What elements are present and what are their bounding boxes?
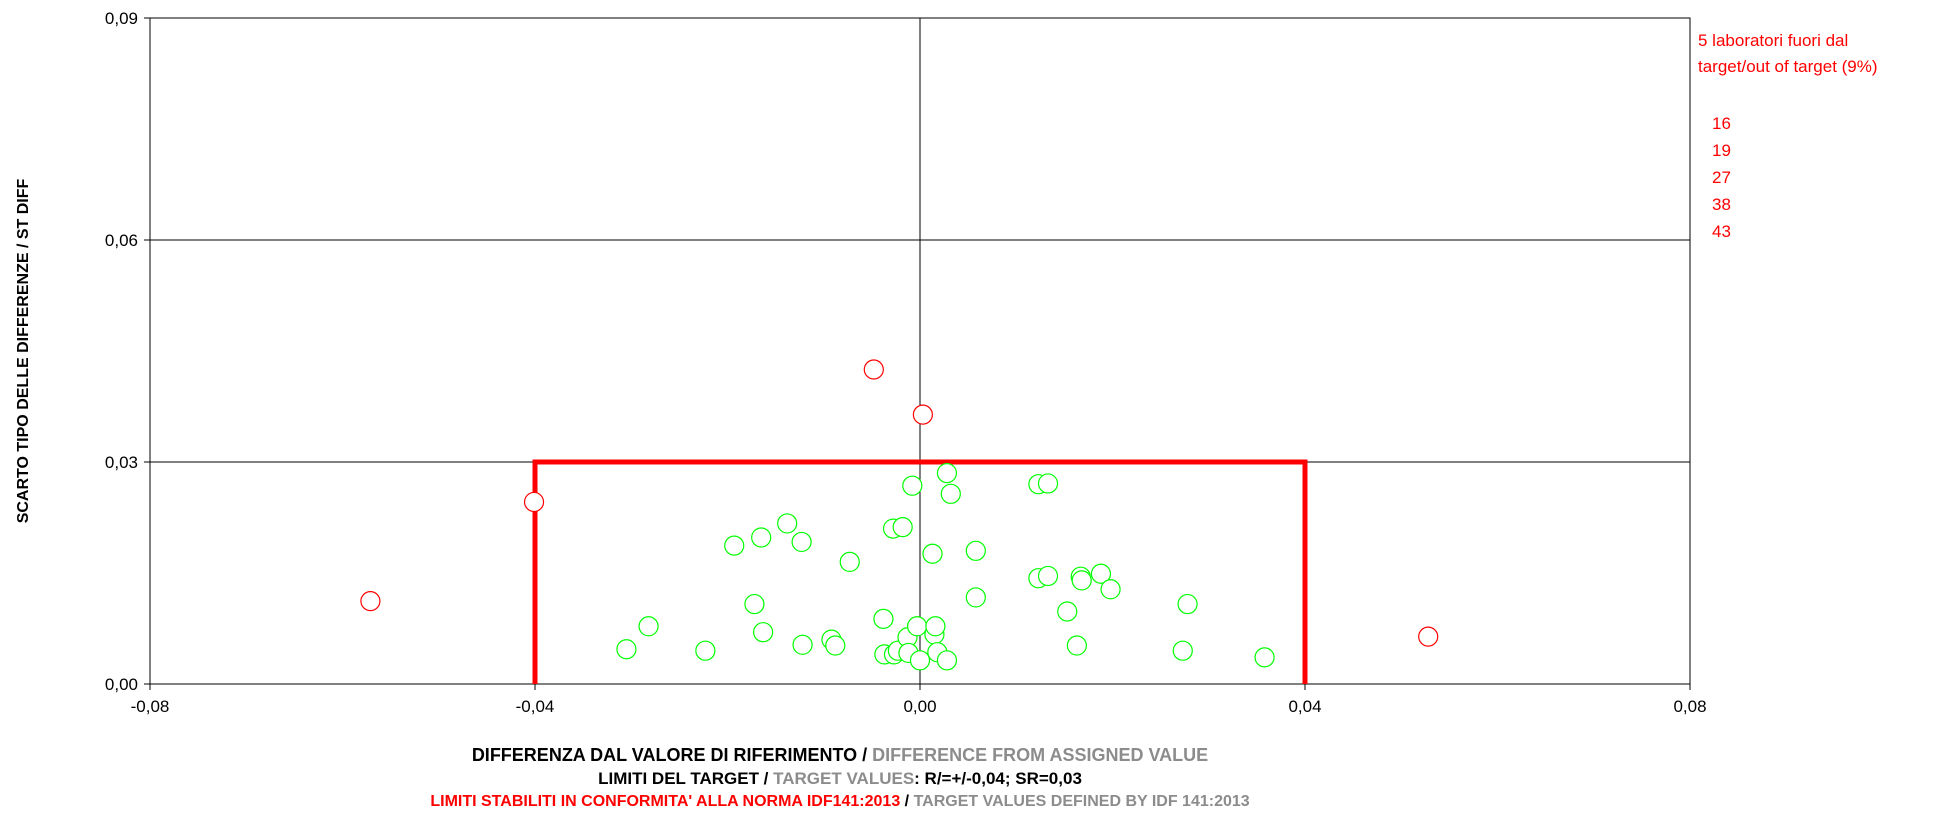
out-of-target-lab-id: 16 bbox=[1712, 114, 1731, 133]
out-of-target-point bbox=[360, 591, 381, 612]
out-of-target-point bbox=[863, 359, 884, 380]
in-target-point bbox=[751, 527, 772, 548]
target-limits-values: : R/=+/-0,04; SR=0,03 bbox=[914, 769, 1082, 788]
out-of-target-lab-id: 38 bbox=[1712, 195, 1731, 214]
y-tick-label: 0,06 bbox=[105, 231, 138, 250]
out-of-target-point bbox=[523, 491, 545, 513]
y-tick-label: 0,03 bbox=[105, 453, 138, 472]
in-target-point bbox=[777, 513, 798, 534]
in-target-point bbox=[902, 475, 923, 496]
target-limits-it: LIMITI DEL TARGET / bbox=[598, 769, 774, 788]
norm-caption-it: LIMITI STABILITI IN CONFORMITA' ALLA NOR… bbox=[430, 793, 901, 810]
in-target-point bbox=[925, 616, 946, 637]
x-tick-label: 0,00 bbox=[903, 697, 936, 716]
data-points bbox=[360, 359, 1439, 671]
out-of-target-lab-id: 19 bbox=[1712, 141, 1731, 160]
out-of-target-lab-list: 16 19 27 38 43 bbox=[1712, 110, 1731, 245]
in-target-point bbox=[616, 639, 637, 660]
in-target-point bbox=[1066, 635, 1087, 656]
x-tick-label: 0,04 bbox=[1288, 697, 1321, 716]
in-target-point bbox=[892, 517, 913, 538]
in-target-point bbox=[936, 463, 958, 484]
in-target-point bbox=[1254, 647, 1275, 668]
target-limits-caption: LIMITI DEL TARGET / TARGET VALUES: R/=+/… bbox=[0, 769, 1680, 789]
in-target-point bbox=[1090, 563, 1112, 584]
axis-ticks: 0,00 0,03 0,06 0,09 -0,08 -0,04 0,00 0,04 0,08 bbox=[105, 9, 1707, 716]
target-box bbox=[532, 459, 1308, 684]
x-tick-label: -0,08 bbox=[131, 697, 170, 716]
x-axis-title: DIFFERENZA DAL VALORE DI RIFERIMENTO / D… bbox=[0, 745, 1680, 766]
in-target-point bbox=[1172, 640, 1193, 661]
in-target-point bbox=[909, 650, 931, 671]
x-tick-label: -0,04 bbox=[516, 697, 555, 716]
out-of-target-lab-id: 27 bbox=[1712, 168, 1731, 187]
in-target-point bbox=[839, 551, 860, 573]
in-target-point bbox=[1100, 579, 1121, 600]
norm-caption-en: TARGET VALUES DEFINED BY IDF 141:2013 bbox=[913, 793, 1250, 810]
in-target-point bbox=[744, 593, 765, 615]
in-target-point bbox=[1037, 473, 1059, 494]
x-axis-title-en: DIFFERENCE FROM ASSIGNED VALUE bbox=[872, 745, 1209, 765]
out-of-target-note-line2: target/out of target (9%) bbox=[1698, 57, 1878, 76]
y-axis-title: SCARTO TIPO DELLE DIFFERENZE / ST DIFF bbox=[15, 178, 32, 523]
norm-caption-sep: / bbox=[900, 793, 914, 810]
in-target-point bbox=[965, 540, 986, 561]
in-target-point bbox=[825, 635, 846, 656]
out-of-target-point bbox=[1418, 626, 1439, 647]
in-target-point bbox=[936, 650, 958, 671]
in-target-point bbox=[724, 535, 745, 556]
in-target-point bbox=[638, 616, 659, 637]
out-of-target-note: 5 laboratori fuori dal target/out of tar… bbox=[1698, 28, 1878, 80]
in-target-point bbox=[965, 587, 986, 608]
out-of-target-lab-id: 43 bbox=[1712, 222, 1731, 241]
in-target-point bbox=[907, 616, 928, 637]
y-tick-label: 0,09 bbox=[105, 9, 138, 28]
in-target-point bbox=[1037, 565, 1059, 587]
in-target-point bbox=[940, 483, 961, 504]
target-limits-en: TARGET VALUES bbox=[773, 769, 915, 788]
in-target-point bbox=[792, 634, 813, 655]
in-target-point bbox=[1057, 601, 1078, 622]
in-target-point bbox=[791, 531, 812, 553]
in-target-point bbox=[695, 640, 716, 661]
in-target-point bbox=[1177, 593, 1198, 615]
in-target-point bbox=[1071, 570, 1092, 591]
out-of-target-note-line1: 5 laboratori fuori dal bbox=[1698, 31, 1849, 50]
x-axis-title-it: DIFFERENZA DAL VALORE DI RIFERIMENTO / bbox=[471, 745, 873, 765]
x-tick-label: 0,08 bbox=[1673, 697, 1706, 716]
in-target-point bbox=[873, 608, 894, 629]
in-target-point bbox=[922, 543, 943, 564]
out-of-target-point bbox=[912, 404, 933, 425]
norm-caption: LIMITI STABILITI IN CONFORMITA' ALLA NOR… bbox=[0, 793, 1680, 811]
y-tick-label: 0,00 bbox=[105, 675, 138, 694]
in-target-point bbox=[753, 622, 774, 643]
